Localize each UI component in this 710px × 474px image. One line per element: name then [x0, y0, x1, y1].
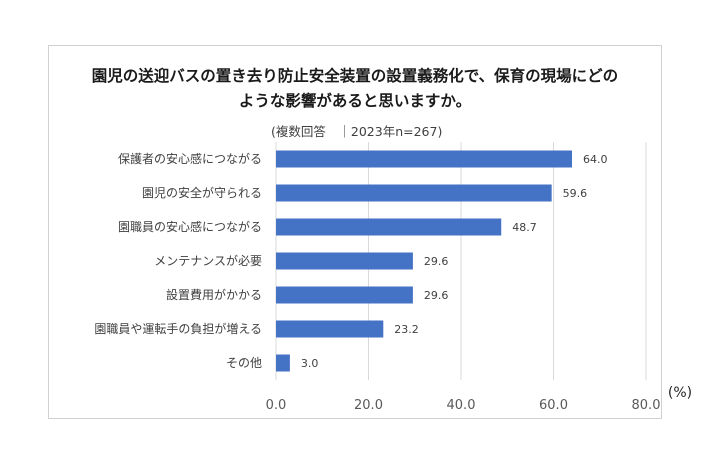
x-tick-label: 80.0	[632, 398, 661, 413]
category-label: メンテナンスが必要	[154, 253, 262, 268]
data-label: 59.6	[563, 187, 588, 200]
bar	[276, 286, 413, 304]
data-label: 29.6	[424, 289, 449, 302]
chart-title-line-1: 園児の送迎バスの置き去り防止安全装置の設置義務化で、保育の現場にどの	[91, 67, 619, 85]
x-tick-label: 0.0	[266, 398, 287, 413]
category-label: その他	[226, 356, 262, 370]
data-label: 48.7	[512, 221, 537, 234]
x-tick-label: 60.0	[539, 398, 568, 413]
category-label: 園児の安全が守られる	[142, 185, 262, 200]
unit-label: (%)	[668, 385, 692, 401]
x-tick-label: 20.0	[354, 398, 383, 413]
data-label: 64.0	[583, 153, 608, 166]
chart-title: 園児の送迎バスの置き去り防止安全装置の設置義務化で、保育の現場にどの ような影響…	[48, 64, 662, 114]
bar	[276, 150, 572, 168]
bar	[276, 252, 413, 270]
bar	[276, 184, 552, 202]
bar	[276, 354, 290, 372]
category-label: 園職員や運転手の負担が増える	[94, 321, 262, 336]
data-label: 29.6	[424, 255, 449, 268]
data-label: 23.2	[394, 323, 419, 336]
category-label: 設置費用がかかる	[166, 287, 262, 302]
bar	[276, 218, 502, 236]
data-label: 3.0	[301, 357, 319, 370]
chart-subtitle: (複数回答 ｜2023年n=267)	[271, 124, 443, 139]
bar	[276, 320, 384, 338]
x-tick-label: 40.0	[447, 398, 476, 413]
category-label: 保護者の安心感につながる	[118, 151, 262, 166]
category-label: 園職員の安心感につながる	[118, 219, 262, 234]
chart-title-line-2: ような影響があると思いますか。	[238, 92, 472, 110]
